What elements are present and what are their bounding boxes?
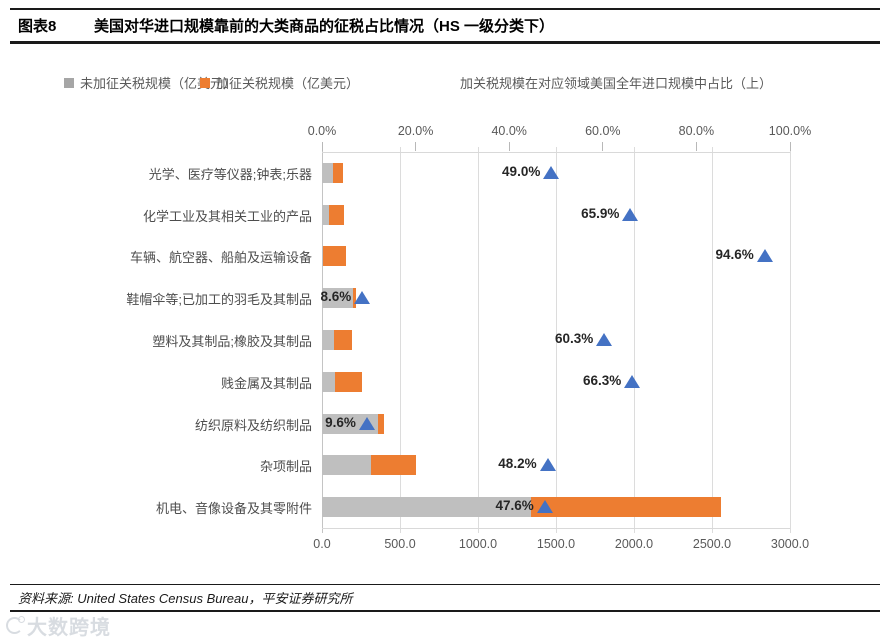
bottom-axis-tick-label: 1000.0 <box>458 537 498 551</box>
legend-item-taxed: 加征关税规模（亿美元） <box>200 73 359 92</box>
legend-marker-note: 加关税规模在对应领域美国全年进口规模中占比（上） <box>460 76 773 91</box>
tariff-share-label: 65.9% <box>581 205 620 221</box>
bar-untaxed-segment <box>322 204 330 225</box>
tariff-share-triangle-marker <box>536 500 553 514</box>
source-note: 资料来源: United States Census Bureau，平安证券研究… <box>18 591 353 606</box>
top-axis-tick <box>695 142 697 151</box>
tariff-share-triangle-marker <box>358 416 375 430</box>
tariff-share-triangle-marker <box>539 458 556 472</box>
bar-untaxed-segment <box>322 371 336 392</box>
bottom-axis-tick-label: 2000.0 <box>614 537 654 551</box>
category-label: 鞋帽伞等;已加工的羽毛及其制品 <box>126 292 312 308</box>
legend-untaxed-label: 未加征关税规模（亿美元） <box>80 76 237 91</box>
watermark: 大数跨境 <box>6 611 111 638</box>
bar-untaxed-segment <box>322 330 334 350</box>
bottom-axis-tick-label: 2500.0 <box>692 537 732 551</box>
gridline <box>711 147 713 533</box>
tariff-share-label: 94.6% <box>715 247 754 263</box>
tariff-share-label: 8.6% <box>320 289 352 305</box>
gridline <box>555 147 557 533</box>
bottom-axis-line <box>322 528 790 529</box>
gridline <box>399 147 401 533</box>
top-axis-tick-label: 60.0% <box>585 124 621 138</box>
top-axis-tick-label: 40.0% <box>491 124 527 138</box>
untaxed-swatch-icon <box>64 77 74 88</box>
tariff-share-label: 48.2% <box>498 456 537 472</box>
bar-untaxed-segment <box>322 455 371 476</box>
legend-item-untaxed: 未加征关税规模（亿美元） <box>64 73 236 92</box>
bottom-axis-tick-label: 3000.0 <box>770 537 810 551</box>
tariff-share-label: 66.3% <box>583 372 622 388</box>
top-axis-tick <box>508 142 510 151</box>
top-axis-tick <box>321 142 323 151</box>
footer-rule <box>10 584 880 585</box>
bar-taxed-segment <box>329 204 344 225</box>
top-axis-tick-label: 20.0% <box>397 124 434 138</box>
bottom-axis-tick-label: 500.0 <box>384 537 416 551</box>
bar-untaxed-segment <box>322 288 354 309</box>
top-axis-tick-label: 80.0% <box>678 124 715 138</box>
footer-rule <box>10 610 880 612</box>
watermark-logo-icon <box>6 616 25 634</box>
bar-taxed-segment <box>323 246 346 267</box>
tariff-share-label: 47.6% <box>495 498 534 514</box>
top-axis-tick <box>415 142 417 151</box>
category-label: 车辆、航空器、船舶及运输设备 <box>129 250 312 266</box>
tariff-share-label: 49.0% <box>502 163 541 179</box>
top-axis-tick <box>789 142 791 151</box>
gridline <box>477 147 479 533</box>
tariff-share-triangle-marker <box>596 333 613 346</box>
bar-taxed-segment <box>334 330 353 350</box>
category-label: 化学工业及其相关工业的产品 <box>142 208 312 224</box>
category-label: 杂项制品 <box>259 459 312 475</box>
bottom-axis-tick-label: 0.0 <box>313 537 331 551</box>
category-label: 纺织原料及纺织制品 <box>194 417 312 433</box>
bar-untaxed-segment <box>322 246 324 267</box>
bottom-axis-tick-label: 1500.0 <box>536 537 576 551</box>
tariff-share-triangle-marker <box>622 207 639 221</box>
bar-untaxed-segment <box>322 497 532 518</box>
bar-taxed-segment <box>377 413 384 434</box>
bar-taxed-segment <box>531 497 721 518</box>
tariff-share-label: 9.6% <box>325 414 356 430</box>
watermark-text: 大数跨境 <box>27 617 111 638</box>
category-label: 塑料及其制品;橡胶及其制品 <box>152 334 312 349</box>
top-axis-tick-label: 100.0% <box>768 124 812 138</box>
category-label: 光学、医疗等仪器;钟表;乐器 <box>148 166 312 182</box>
bar-taxed-segment <box>332 162 344 183</box>
figure-header: 图表8 美国对华进口规模靠前的大类商品的征税占比情况（HS 一级分类下） <box>10 8 880 44</box>
gridline <box>789 147 791 533</box>
figure-number: 图表8 <box>18 18 57 35</box>
tariff-share-triangle-marker <box>543 165 560 179</box>
tariff-share-triangle-marker <box>354 291 371 305</box>
tariff-share-triangle-marker <box>756 249 773 263</box>
top-axis-tick-label: 0.0% <box>307 124 337 138</box>
category-label: 机电、音像设备及其零附件 <box>155 501 312 517</box>
bar-taxed-segment <box>335 371 362 392</box>
taxed-swatch-icon <box>200 77 210 88</box>
category-label: 贱金属及其制品 <box>220 375 312 391</box>
figure-title: 美国对华进口规模靠前的大类商品的征税占比情况（HS 一级分类下） <box>94 18 555 35</box>
chart-legend: 未加征关税规模（亿美元） 加征关税规模（亿美元） 加关税规模在对应领域美国全年进… <box>0 70 890 92</box>
gridline <box>633 147 635 533</box>
bar-untaxed-segment <box>322 162 333 183</box>
bar-taxed-segment <box>370 455 416 476</box>
legend-taxed-label: 加征关税规模（亿美元） <box>216 76 360 91</box>
top-axis-tick <box>602 142 604 151</box>
tariff-share-triangle-marker <box>624 374 641 388</box>
plot-top-border <box>322 152 790 153</box>
tariff-share-label: 60.3% <box>554 331 594 346</box>
